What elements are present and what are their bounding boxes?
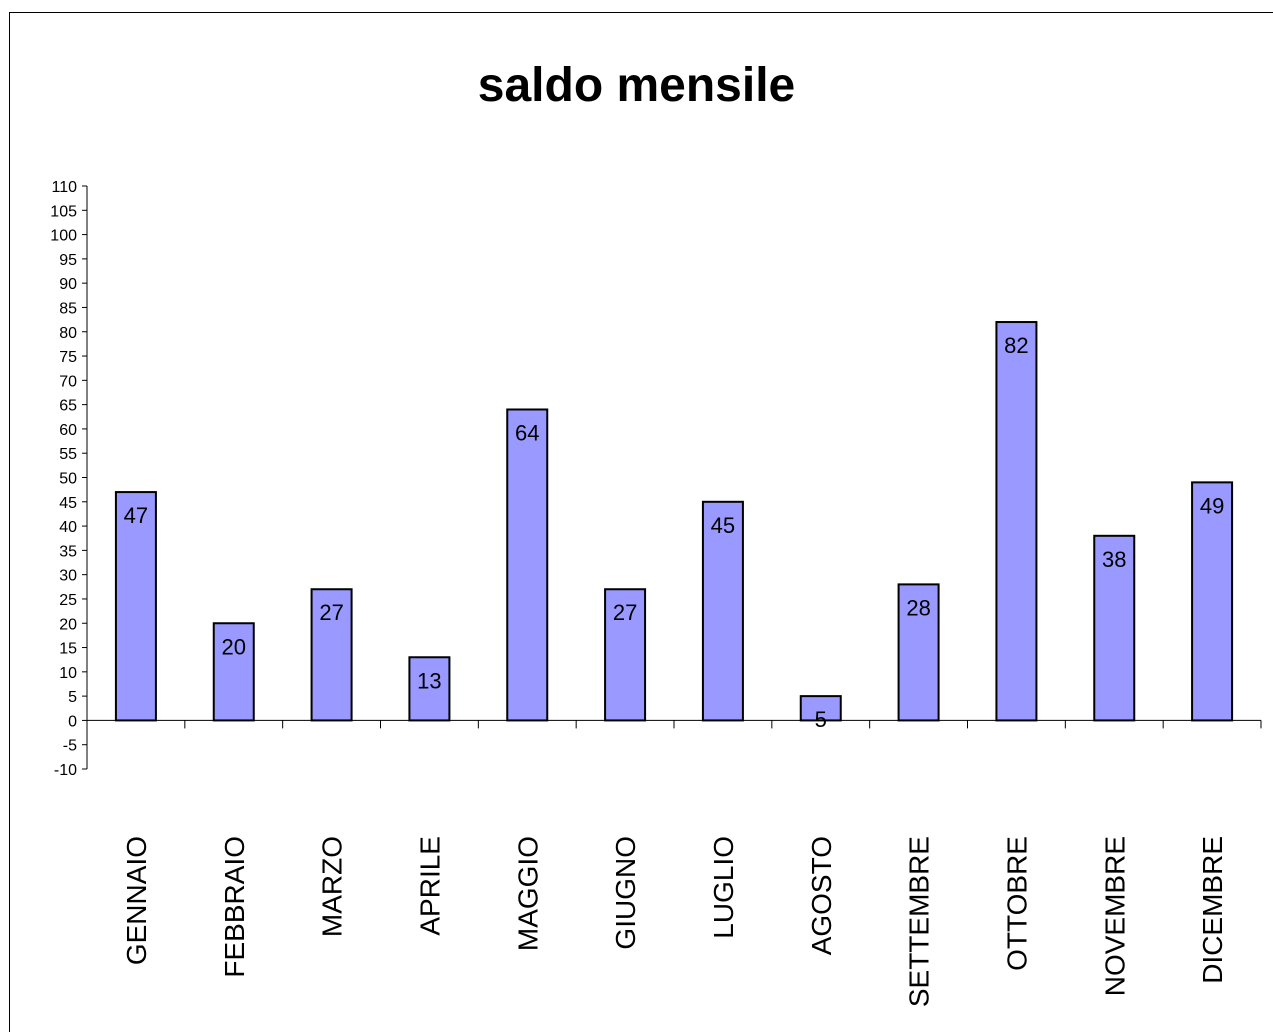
- y-tick-label: 10: [59, 665, 77, 682]
- data-label-marzo: 27: [319, 600, 343, 625]
- category-label-gennaio: GENNAIO: [121, 836, 152, 965]
- category-label-agosto: AGOSTO: [806, 836, 837, 955]
- y-tick-label: -5: [63, 738, 77, 755]
- y-tick-label: 25: [59, 592, 77, 609]
- data-label-maggio: 64: [515, 420, 539, 445]
- bar-luglio: [701, 500, 744, 722]
- bar-novembre: [1093, 534, 1136, 722]
- y-tick-label: 100: [50, 228, 77, 245]
- category-label-luglio: LUGLIO: [708, 836, 739, 939]
- data-label-gennaio: 47: [124, 503, 148, 528]
- category-label-maggio: MAGGIO: [512, 836, 543, 951]
- data-label-settembre: 28: [906, 595, 930, 620]
- y-tick-label: 75: [59, 349, 77, 366]
- bar-aprile: [408, 656, 451, 722]
- y-tick-label: 50: [59, 471, 77, 488]
- y-tick-label: 60: [59, 422, 77, 439]
- data-label-febbraio: 20: [222, 634, 246, 659]
- category-label-marzo: MARZO: [317, 836, 348, 937]
- y-tick-label: 40: [59, 519, 77, 536]
- y-tick-label: 70: [59, 373, 77, 390]
- category-label-febbraio: FEBBRAIO: [219, 836, 250, 978]
- data-label-giugno: 27: [613, 600, 637, 625]
- y-tick-label: 0: [68, 713, 77, 730]
- y-tick-label: 30: [59, 568, 77, 585]
- data-label-aprile: 13: [417, 668, 441, 693]
- data-label-ottobre: 82: [1004, 333, 1028, 358]
- chart-frame: [9, 12, 1273, 1032]
- bar-ottobre: [995, 321, 1038, 722]
- y-tick-label: 90: [59, 276, 77, 293]
- bar-febbraio: [212, 622, 255, 722]
- chart-title: saldo mensile: [477, 59, 796, 112]
- y-tick-label: 35: [59, 543, 77, 560]
- y-tick-label: 105: [50, 203, 77, 220]
- data-label-luglio: 45: [711, 513, 735, 538]
- category-label-ottobre: OTTOBRE: [1001, 836, 1032, 971]
- y-tick-label: 80: [59, 325, 77, 342]
- category-label-giugno: GIUGNO: [610, 836, 641, 950]
- data-label-novembre: 38: [1102, 547, 1126, 572]
- bar-agosto: [799, 695, 842, 722]
- bar-giugno: [604, 588, 647, 722]
- y-tick-label: 5: [68, 689, 77, 706]
- y-tick-label: 95: [59, 252, 77, 269]
- category-label-aprile: APRILE: [414, 836, 445, 936]
- y-tick-label: -10: [54, 762, 77, 779]
- y-tick-label: 15: [59, 641, 77, 658]
- data-label-dicembre: 49: [1200, 493, 1224, 518]
- y-tick-label: 110: [51, 179, 77, 196]
- bar-dicembre: [1191, 481, 1234, 722]
- bar-gennaio: [114, 491, 157, 722]
- y-tick-label: 55: [59, 446, 77, 463]
- data-label-agosto: 5: [815, 707, 827, 732]
- y-tick-label: 20: [59, 616, 77, 633]
- bar-maggio: [506, 408, 549, 722]
- bar-marzo: [310, 588, 353, 722]
- y-tick-label: 45: [59, 495, 77, 512]
- category-label-settembre: SETTEMBRE: [904, 836, 935, 1007]
- bar-settembre: [897, 583, 940, 722]
- y-tick-label: 65: [59, 398, 77, 415]
- category-label-novembre: NOVEMBRE: [1099, 836, 1130, 996]
- y-tick-label: 85: [59, 300, 77, 317]
- category-label-dicembre: DICEMBRE: [1197, 836, 1228, 984]
